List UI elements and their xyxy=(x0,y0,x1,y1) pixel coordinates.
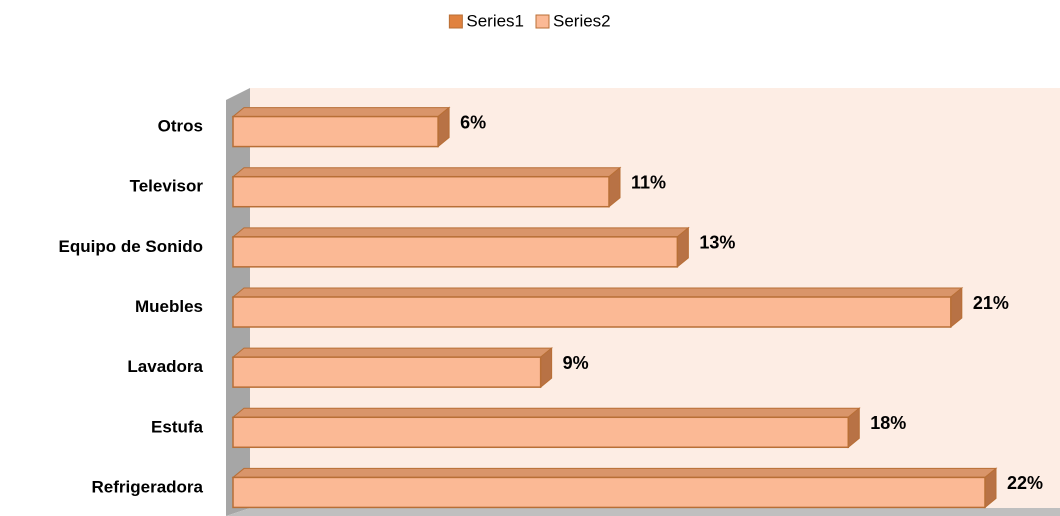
data-label: 6% xyxy=(460,112,486,132)
bar xyxy=(232,175,610,208)
bar-top xyxy=(231,347,554,358)
bar-top xyxy=(231,167,622,178)
data-label: 21% xyxy=(973,293,1009,313)
data-label: 22% xyxy=(1007,473,1043,493)
bar-top xyxy=(231,287,964,298)
bar-top xyxy=(231,407,861,418)
legend-item: Series2 xyxy=(535,11,611,30)
legend-swatch xyxy=(448,14,463,29)
data-label: 11% xyxy=(631,172,666,192)
bar xyxy=(232,115,439,148)
y-tick-label: Equipo de Sonido xyxy=(59,237,203,256)
y-tick-label: Lavadora xyxy=(127,357,203,376)
bar-top xyxy=(231,107,451,118)
data-label: 13% xyxy=(699,233,735,253)
data-label: 18% xyxy=(870,413,906,433)
data-label: 9% xyxy=(563,353,589,373)
y-tick-label: Otros xyxy=(158,117,203,136)
y-tick-label: Muebles xyxy=(135,297,203,316)
legend-label: Series1 xyxy=(466,11,524,30)
y-tick-label: Estufa xyxy=(151,417,204,436)
bar xyxy=(232,416,850,449)
bar xyxy=(232,356,542,388)
bar-top xyxy=(231,227,690,238)
bar xyxy=(232,236,679,268)
legend-label: Series2 xyxy=(553,11,611,30)
y-tick-label: Refrigeradora xyxy=(92,477,204,496)
y-tick-label: Televisor xyxy=(130,177,204,196)
bar-top xyxy=(231,467,998,478)
legend-item: Series1 xyxy=(448,11,524,30)
plot-floor xyxy=(226,508,1060,516)
legend-swatch xyxy=(535,14,550,29)
bar xyxy=(232,296,952,328)
bar xyxy=(232,476,986,509)
